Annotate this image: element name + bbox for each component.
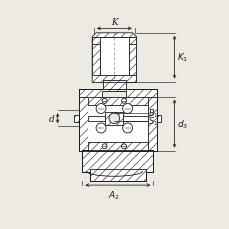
- Text: $B_1$: $B_1$: [147, 107, 158, 120]
- Circle shape: [102, 144, 107, 149]
- Bar: [74, 115, 79, 122]
- Bar: [102, 80, 125, 86]
- Circle shape: [96, 104, 106, 114]
- Text: $K_1$: $K_1$: [176, 52, 188, 64]
- Bar: [156, 115, 161, 122]
- Bar: [100, 38, 128, 76]
- Bar: [123, 116, 147, 121]
- Text: d: d: [49, 114, 55, 123]
- Circle shape: [96, 123, 106, 133]
- Text: $S_1$: $S_1$: [147, 115, 157, 128]
- Bar: [128, 38, 136, 76]
- Bar: [88, 116, 105, 121]
- Bar: [88, 97, 147, 106]
- Bar: [79, 97, 88, 151]
- Polygon shape: [92, 34, 136, 83]
- Bar: [105, 112, 123, 125]
- Text: $A_2$: $A_2$: [108, 188, 120, 201]
- Circle shape: [102, 99, 107, 104]
- Text: $d_3$: $d_3$: [176, 118, 188, 130]
- Bar: [147, 97, 156, 151]
- Text: K: K: [110, 18, 117, 27]
- Polygon shape: [79, 90, 156, 97]
- Bar: [92, 38, 100, 76]
- Bar: [82, 150, 153, 172]
- Bar: [89, 169, 146, 181]
- Bar: [92, 38, 136, 45]
- Bar: [88, 97, 147, 151]
- Circle shape: [121, 99, 126, 104]
- Circle shape: [122, 104, 132, 114]
- Bar: [88, 142, 147, 151]
- Circle shape: [109, 113, 119, 124]
- Circle shape: [121, 144, 126, 149]
- Bar: [102, 82, 125, 92]
- Circle shape: [122, 123, 132, 133]
